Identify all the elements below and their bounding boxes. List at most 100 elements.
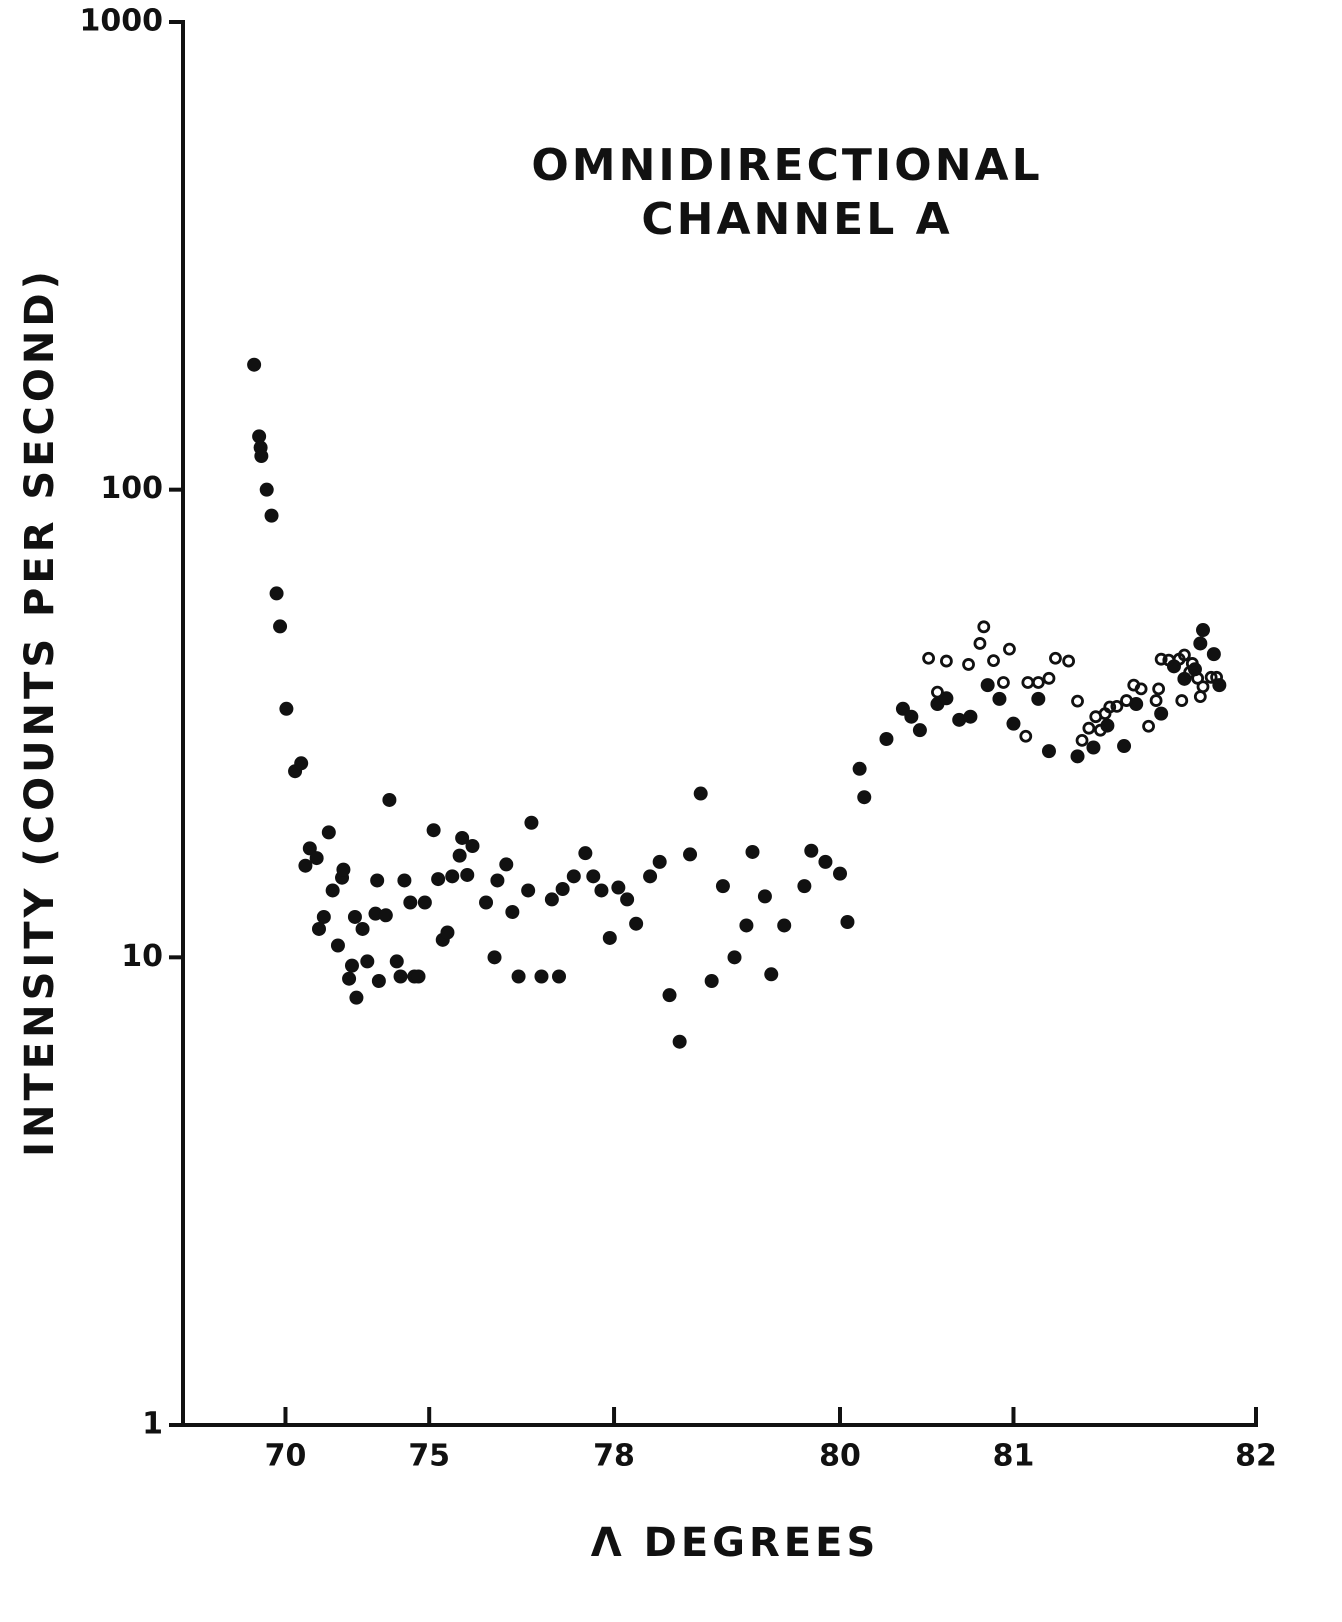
data-point bbox=[963, 709, 978, 724]
data-point bbox=[1154, 652, 1168, 666]
data-point bbox=[1019, 729, 1033, 743]
data-point bbox=[252, 429, 267, 444]
data-point bbox=[524, 815, 539, 830]
data-point bbox=[1103, 700, 1117, 714]
data-point bbox=[479, 895, 494, 910]
data-point bbox=[662, 988, 677, 1003]
data-point bbox=[342, 971, 357, 986]
data-point bbox=[764, 967, 779, 982]
data-point bbox=[490, 873, 505, 888]
data-point bbox=[704, 974, 719, 989]
data-point bbox=[1185, 657, 1199, 670]
data-point bbox=[336, 862, 351, 877]
data-point bbox=[1175, 694, 1189, 707]
data-point bbox=[403, 895, 418, 910]
data-point bbox=[940, 654, 953, 668]
data-point bbox=[586, 869, 601, 884]
data-point bbox=[417, 895, 432, 910]
data-point bbox=[1134, 682, 1148, 696]
data-point bbox=[797, 879, 812, 894]
data-point bbox=[279, 701, 294, 716]
data-point bbox=[465, 839, 480, 854]
y-axis-label: INTENSITY (COUNTS PER SECOND) bbox=[17, 267, 63, 1157]
x-tick-label: 82 bbox=[1235, 1439, 1277, 1474]
data-point bbox=[344, 958, 359, 973]
data-point bbox=[1086, 740, 1101, 755]
data-point bbox=[727, 950, 742, 965]
x-tick-label: 70 bbox=[265, 1439, 307, 1474]
data-point bbox=[912, 723, 927, 738]
data-point bbox=[411, 969, 426, 984]
data-point bbox=[1082, 721, 1096, 735]
data-point bbox=[594, 883, 609, 898]
data-point bbox=[397, 873, 412, 888]
data-point bbox=[368, 906, 383, 921]
data-point bbox=[321, 825, 336, 840]
x-tick-label: 81 bbox=[993, 1439, 1035, 1474]
data-point bbox=[1149, 694, 1163, 707]
data-point bbox=[1177, 671, 1192, 686]
data-point bbox=[922, 651, 935, 665]
data-point bbox=[578, 846, 593, 861]
data-point bbox=[1070, 749, 1085, 764]
data-point bbox=[254, 449, 269, 464]
data-point bbox=[1003, 642, 1016, 656]
data-point bbox=[643, 869, 658, 884]
x-tick-label: 75 bbox=[408, 1439, 450, 1474]
data-point bbox=[389, 954, 404, 969]
data-point bbox=[1196, 680, 1210, 694]
data-point bbox=[455, 830, 470, 845]
data-point bbox=[1071, 694, 1084, 708]
data-point bbox=[1193, 690, 1207, 704]
data-point bbox=[973, 637, 987, 650]
data-point bbox=[777, 918, 792, 933]
data-point bbox=[672, 1034, 687, 1049]
data-point bbox=[552, 969, 567, 984]
data-point bbox=[499, 857, 514, 872]
data-point bbox=[683, 847, 698, 862]
chart-title: CHANNEL A bbox=[641, 194, 952, 245]
data-point bbox=[511, 969, 526, 984]
data-point bbox=[952, 712, 967, 727]
data-point bbox=[931, 685, 944, 699]
data-point bbox=[1062, 654, 1076, 668]
data-point bbox=[1154, 706, 1169, 721]
data-point bbox=[555, 881, 570, 896]
data-point bbox=[652, 854, 667, 869]
data-point bbox=[1196, 623, 1211, 638]
data-point bbox=[487, 950, 502, 965]
data-point bbox=[309, 851, 324, 866]
data-point bbox=[715, 879, 730, 894]
data-point bbox=[1041, 744, 1056, 759]
data-point bbox=[804, 843, 819, 858]
data-point bbox=[544, 892, 559, 907]
data-point bbox=[879, 731, 894, 746]
data-point bbox=[745, 844, 760, 859]
data-point bbox=[980, 678, 995, 693]
data-point bbox=[330, 938, 345, 953]
data-point bbox=[393, 969, 408, 984]
data-point bbox=[445, 869, 460, 884]
data-point bbox=[534, 969, 549, 984]
data-point bbox=[904, 709, 919, 724]
data-point bbox=[1110, 700, 1124, 713]
data-point bbox=[264, 508, 279, 523]
data-point bbox=[302, 841, 317, 856]
data-point bbox=[1075, 733, 1089, 747]
data-point bbox=[382, 792, 397, 807]
data-point bbox=[505, 905, 520, 920]
data-point bbox=[833, 866, 848, 881]
data-point bbox=[620, 892, 635, 907]
data-point bbox=[426, 823, 441, 838]
data-point bbox=[629, 916, 644, 931]
data-point bbox=[325, 883, 340, 898]
data-point bbox=[1193, 636, 1208, 651]
data-point bbox=[259, 482, 274, 497]
y-tick-label: 1000 bbox=[80, 4, 164, 39]
data-point bbox=[298, 858, 313, 873]
data-point bbox=[693, 786, 708, 801]
data-point bbox=[349, 990, 364, 1005]
data-point bbox=[1177, 648, 1191, 662]
data-point bbox=[852, 761, 867, 776]
